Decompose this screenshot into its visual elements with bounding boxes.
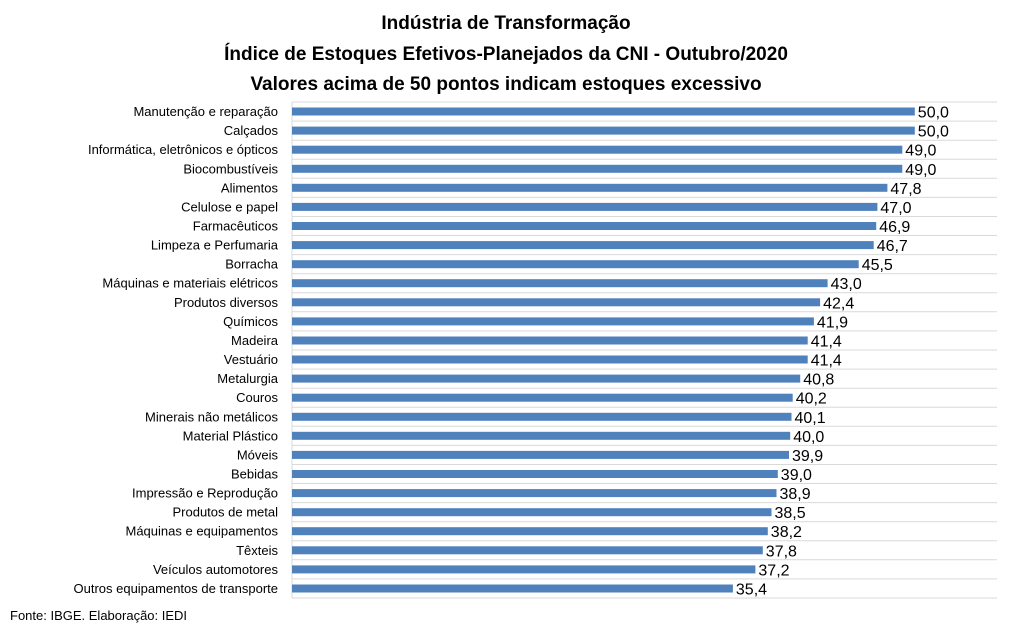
bar <box>292 470 778 478</box>
value-label: 49,0 <box>905 143 936 160</box>
value-label: 38,2 <box>771 524 802 541</box>
category-label: Têxteis <box>236 543 278 558</box>
value-label: 40,1 <box>795 410 826 427</box>
bar <box>292 145 903 154</box>
category-label: Manutenção e reparação <box>133 104 278 119</box>
category-label: Minerais não metálicos <box>145 409 278 424</box>
value-label: 37,8 <box>766 543 797 560</box>
bar <box>292 336 808 345</box>
source-note: Fonte: IBGE. Elaboração: IEDI <box>10 608 188 623</box>
value-label: 45,5 <box>862 257 893 274</box>
bar <box>292 450 789 459</box>
value-label: 46,9 <box>879 219 910 236</box>
value-label: 47,8 <box>890 181 921 198</box>
bar <box>292 317 814 326</box>
category-label: Veículos automotores <box>153 562 279 577</box>
category-label: Celulose e papel <box>181 199 278 214</box>
value-label: 46,7 <box>877 238 908 255</box>
value-label: 40,8 <box>803 372 834 389</box>
category-label: Produtos diversos <box>174 295 279 310</box>
bar <box>292 355 808 364</box>
value-label: 50,0 <box>918 124 949 141</box>
bar <box>292 393 793 402</box>
bar <box>292 222 877 230</box>
value-label: 42,4 <box>823 295 854 312</box>
category-label: Produtos de metal <box>172 505 278 520</box>
category-label: Máquinas e equipamentos <box>126 524 279 539</box>
bar <box>292 279 828 288</box>
value-label: 49,0 <box>905 162 936 179</box>
category-label: Borracha <box>225 257 279 272</box>
category-label: Bebidas <box>231 467 278 482</box>
value-label: 41,4 <box>811 353 842 370</box>
value-label: 43,0 <box>831 276 862 293</box>
bar <box>292 183 888 192</box>
value-label: 47,0 <box>880 200 911 217</box>
bar <box>292 126 915 135</box>
value-label: 50,0 <box>918 105 949 122</box>
bar <box>292 489 777 498</box>
category-label: Impressão e Reprodução <box>132 486 278 501</box>
category-label: Vestuário <box>224 352 278 367</box>
bar <box>292 527 768 536</box>
category-label: Químicos <box>223 314 278 329</box>
bar <box>292 107 915 116</box>
category-label: Móveis <box>237 447 279 462</box>
category-label: Máquinas e materiais elétricos <box>102 276 278 291</box>
value-label: 37,2 <box>758 562 789 579</box>
chart-title: Indústria de Transformação <box>381 13 631 34</box>
value-label: 40,2 <box>796 391 827 408</box>
category-label: Calçados <box>224 123 279 138</box>
value-label: 39,9 <box>792 448 823 465</box>
bar <box>292 412 792 421</box>
category-label: Informática, eletrônicos e ópticos <box>88 142 279 157</box>
category-label: Madeira <box>231 333 279 348</box>
bar <box>292 565 756 574</box>
category-label: Farmacêuticos <box>193 219 279 234</box>
value-label: 39,0 <box>781 467 812 484</box>
category-label: Limpeza e Perfumaria <box>151 238 279 253</box>
bar <box>292 260 859 269</box>
bar <box>292 164 903 173</box>
value-label: 41,9 <box>817 314 848 331</box>
bar <box>292 241 874 250</box>
bar <box>292 431 791 440</box>
category-label: Outros equipamentos de transporte <box>73 581 278 596</box>
bar <box>292 508 772 517</box>
value-label: 38,9 <box>780 486 811 503</box>
value-label: 35,4 <box>736 582 767 599</box>
category-label: Alimentos <box>221 180 279 195</box>
category-label: Material Plástico <box>183 428 278 443</box>
bar <box>292 298 821 307</box>
chart-subtitle-note: Valores acima de 50 pontos indicam estoq… <box>250 74 762 95</box>
category-label: Metalurgia <box>217 371 278 386</box>
value-label: 38,5 <box>775 505 806 522</box>
category-label: Biocombustíveis <box>183 161 278 176</box>
category-label: Couros <box>236 390 278 405</box>
chart-subtitle: Índice de Estoques Efetivos-Planejados d… <box>224 44 788 65</box>
bar <box>292 202 878 211</box>
value-label: 40,0 <box>793 429 824 446</box>
value-label: 41,4 <box>811 334 842 351</box>
bar <box>292 374 801 383</box>
bar <box>292 546 763 555</box>
bar <box>292 584 733 593</box>
